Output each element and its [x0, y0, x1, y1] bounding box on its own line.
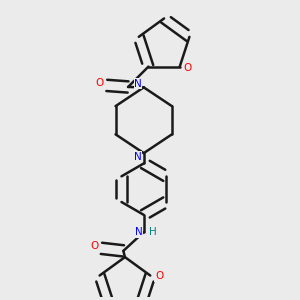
Text: O: O [155, 272, 163, 281]
Text: O: O [90, 241, 99, 251]
Text: N: N [134, 152, 142, 162]
Text: O: O [96, 78, 104, 88]
Text: H: H [148, 227, 156, 237]
Text: N: N [134, 79, 142, 88]
Text: N: N [135, 227, 143, 237]
Text: O: O [184, 63, 192, 73]
